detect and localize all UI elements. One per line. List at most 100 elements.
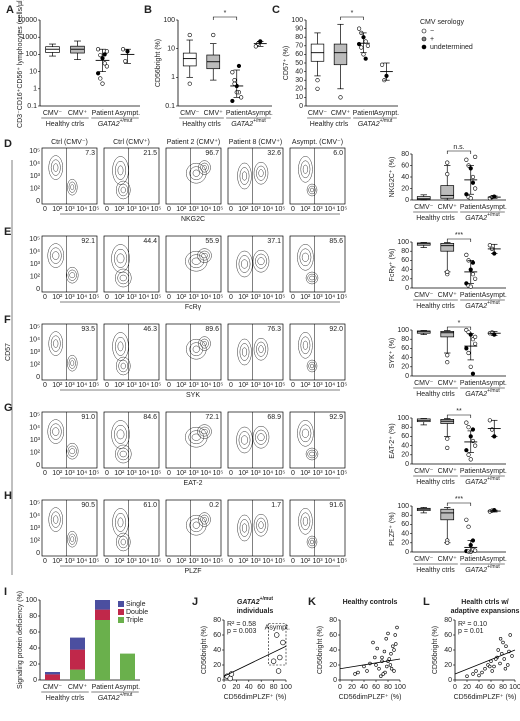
contour bbox=[119, 450, 127, 458]
x-tick-label: 10² bbox=[176, 470, 187, 477]
data-point bbox=[445, 360, 450, 365]
x-tick-label: Asympt. bbox=[482, 380, 507, 387]
y-tick-label: 100 bbox=[291, 17, 303, 24]
group-label: Healthy ctrls bbox=[182, 121, 221, 128]
sig-label: *** bbox=[455, 496, 463, 503]
contour bbox=[118, 535, 129, 549]
x-tick-label: 10⁵ bbox=[213, 206, 224, 213]
legend-swatch bbox=[118, 617, 124, 623]
flow-plot bbox=[227, 147, 284, 205]
y-tick-label: 10⁴ bbox=[29, 336, 40, 343]
x-tick-label: Patient bbox=[460, 468, 482, 475]
x-tick-label: Patient bbox=[92, 684, 114, 691]
x-tick-label: 100 bbox=[280, 684, 292, 691]
x-tick-label: 10⁴ bbox=[262, 558, 273, 565]
y-tick-label: 10² bbox=[30, 537, 41, 544]
x-tick-label: 10³ bbox=[250, 382, 261, 389]
x-tick-label: Asympt. bbox=[482, 556, 507, 563]
y-tick-label: 0 bbox=[405, 549, 409, 556]
data-point bbox=[392, 648, 396, 652]
gate-value: 96.7 bbox=[205, 150, 219, 157]
x-tick-label: CMV⁻ bbox=[180, 110, 200, 117]
x-tick-label: 0 bbox=[453, 684, 457, 691]
y-tick-label: 0.1 bbox=[165, 103, 175, 110]
x-tick-label: 10³ bbox=[250, 206, 261, 213]
flow-plot bbox=[289, 235, 346, 293]
contour bbox=[199, 250, 210, 261]
x-tick-label: 10⁵ bbox=[151, 206, 162, 213]
x-tick-label: 0 bbox=[167, 470, 171, 477]
y-tick-label: 10⁴ bbox=[29, 512, 40, 519]
data-point bbox=[488, 664, 492, 669]
x-tick-label: CMV⁺ bbox=[438, 204, 458, 211]
x-tick-label: CMV⁻ bbox=[414, 468, 434, 475]
group-label: Healthy ctrls bbox=[416, 391, 455, 398]
x-tick-label: 10³ bbox=[188, 206, 199, 213]
chart-title-part: +/mut bbox=[260, 596, 274, 602]
y-tick-label: 60 bbox=[295, 51, 303, 58]
data-point bbox=[470, 180, 476, 185]
box bbox=[333, 43, 348, 66]
data-point bbox=[371, 640, 375, 645]
contour bbox=[308, 537, 316, 547]
group-label-part: +/mut bbox=[487, 212, 500, 218]
gate-value: 55.9 bbox=[205, 238, 219, 245]
x-tick-label: 0 bbox=[43, 470, 47, 477]
y-tick-label: 80 bbox=[213, 617, 221, 624]
x-tick-label: 10⁴ bbox=[138, 206, 149, 213]
x-tick-label: 0 bbox=[105, 206, 109, 213]
contour bbox=[299, 248, 312, 267]
x-tick-label: 10⁴ bbox=[262, 294, 273, 301]
x-tick-label: 10³ bbox=[126, 470, 137, 477]
y-tick-label: 10000 bbox=[18, 17, 38, 24]
x-tick-label: 10³ bbox=[312, 294, 323, 301]
y-tick-label: 20 bbox=[401, 364, 409, 371]
data-point bbox=[470, 371, 476, 376]
contour bbox=[241, 171, 248, 181]
contour bbox=[118, 183, 129, 197]
data-point bbox=[466, 425, 471, 430]
contour bbox=[308, 185, 316, 195]
box bbox=[440, 243, 455, 252]
legend-swatch bbox=[118, 609, 124, 615]
data-point bbox=[389, 667, 394, 671]
y-tick-label: 60 bbox=[329, 632, 337, 639]
sig-bracket bbox=[446, 414, 472, 418]
group-label-part: +/mut bbox=[120, 692, 133, 698]
flow-plot bbox=[165, 147, 222, 205]
x-tick-label: 10⁵ bbox=[151, 558, 162, 565]
x-axis-label: NKG2C bbox=[181, 216, 205, 223]
data-point bbox=[503, 667, 508, 671]
box bbox=[440, 185, 455, 199]
x-tick-label: 40 bbox=[475, 684, 483, 691]
data-point bbox=[365, 43, 371, 48]
contour bbox=[239, 343, 250, 361]
y-tick-label: 70 bbox=[295, 43, 303, 50]
x-tick-label: 10² bbox=[114, 470, 125, 477]
gate-value: 68.9 bbox=[267, 414, 281, 421]
y-tick-label: 20 bbox=[401, 185, 409, 192]
contour bbox=[257, 433, 265, 442]
flow-plot bbox=[41, 323, 98, 381]
fit-line bbox=[454, 649, 516, 675]
x-tick-label: 10⁴ bbox=[138, 294, 149, 301]
contour bbox=[256, 517, 266, 533]
data-point bbox=[236, 63, 242, 69]
contour bbox=[238, 255, 251, 273]
group-label: Healthy ctrls bbox=[416, 479, 455, 486]
contour bbox=[255, 429, 267, 445]
x-axis-label: CD56dimPLZF⁺ (%) bbox=[454, 694, 517, 701]
x-tick-label: 10³ bbox=[312, 382, 323, 389]
group-label: Healthy ctrls bbox=[46, 695, 85, 702]
y-tick-label: 20 bbox=[29, 661, 37, 668]
x-tick-label: Asympt. bbox=[482, 468, 507, 475]
sig-bracket bbox=[446, 238, 472, 242]
contour bbox=[119, 274, 127, 282]
x-tick-label: Asympt. bbox=[115, 684, 140, 691]
x-tick-label: 10⁵ bbox=[151, 294, 162, 301]
sig-bracket bbox=[446, 502, 472, 506]
sig-bracket bbox=[212, 16, 238, 20]
y-tick-label: 0 bbox=[217, 677, 221, 684]
chart-title: Healthy controls bbox=[343, 599, 398, 606]
x-tick-label: CMV⁺ bbox=[331, 110, 351, 117]
